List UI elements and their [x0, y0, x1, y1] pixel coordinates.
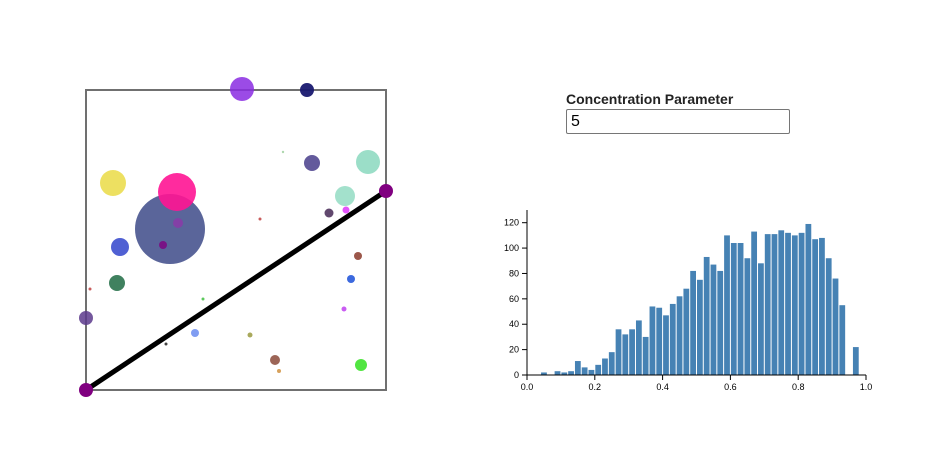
- x-tick-label: 0.6: [724, 382, 737, 392]
- histogram-bar: [635, 320, 642, 375]
- histogram-bar: [785, 232, 791, 375]
- bubble: [247, 332, 253, 338]
- histogram-bar: [554, 371, 561, 375]
- histogram-bar: [649, 306, 656, 375]
- histogram-bar: [832, 278, 839, 375]
- histogram-bar: [574, 361, 581, 375]
- bubble: [342, 206, 350, 214]
- histogram-bar: [819, 237, 825, 375]
- bubble: [100, 170, 126, 196]
- histogram-bar: [669, 303, 676, 375]
- histogram-bar: [568, 371, 574, 375]
- bubble: [258, 217, 262, 221]
- histogram-bar: [778, 230, 785, 375]
- x-tick-label: 0.8: [792, 382, 805, 392]
- y-tick-label: 60: [509, 294, 519, 304]
- histogram-bar: [690, 270, 696, 375]
- histogram-bar: [717, 270, 724, 375]
- histogram-bar: [581, 367, 588, 375]
- histogram-bar: [608, 352, 615, 375]
- y-axis: 0 20 40 60 80 100 120: [504, 210, 528, 380]
- y-tick-label: 100: [504, 243, 519, 253]
- bubble: [300, 83, 314, 97]
- histogram-bars: [541, 223, 859, 375]
- line-end-handle[interactable]: [379, 184, 393, 198]
- histogram-bar: [730, 243, 737, 375]
- simplex-frame: [85, 89, 387, 391]
- histogram-bar: [676, 296, 683, 375]
- histogram-bar: [825, 258, 832, 375]
- projection-line: [84, 188, 388, 393]
- y-tick-label: 20: [509, 345, 519, 355]
- bubble: [79, 311, 93, 325]
- simplex-scatter-plot: [79, 77, 393, 397]
- bubble: [135, 194, 205, 264]
- bubble: [164, 342, 168, 346]
- histogram-bar: [798, 232, 805, 375]
- histogram-bar: [615, 329, 622, 375]
- histogram-bar: [656, 307, 663, 375]
- histogram-bar: [602, 358, 608, 375]
- histogram-bar: [764, 234, 771, 375]
- histogram-bar: [703, 256, 710, 375]
- concentration-label: Concentration Parameter: [566, 91, 734, 107]
- histogram-bar: [588, 369, 595, 375]
- histogram-bar: [541, 372, 547, 375]
- line-start-handle[interactable]: [79, 383, 93, 397]
- bubble: [270, 355, 280, 365]
- histogram-bar: [839, 305, 846, 375]
- bubble: [341, 306, 347, 312]
- bubble: [109, 275, 125, 291]
- bubble: [201, 297, 205, 301]
- histogram-bar: [852, 347, 859, 375]
- bubble: [304, 155, 320, 171]
- concentration-input[interactable]: [566, 109, 790, 134]
- histogram-bar: [561, 372, 568, 375]
- bubble-group: [79, 77, 380, 373]
- bubble: [281, 150, 285, 154]
- bubble: [159, 241, 167, 249]
- histogram-bar: [683, 288, 690, 375]
- histogram-bar: [724, 235, 730, 375]
- bubble: [158, 173, 196, 211]
- histogram-bar: [663, 315, 669, 375]
- histogram-chart: 0.0 0.2 0.4 0.6 0.8 1.0 0 20 40 60 80 100 120: [504, 210, 873, 392]
- bubble: [88, 287, 92, 291]
- bubble: [277, 369, 281, 373]
- y-tick-label: 120: [504, 218, 519, 228]
- histogram-bar: [622, 334, 629, 375]
- histogram-bar: [737, 243, 744, 375]
- bubble: [355, 359, 367, 371]
- histogram-bar: [758, 263, 764, 375]
- histogram-bar: [771, 234, 778, 375]
- bubble: [230, 77, 254, 101]
- x-tick-label: 1.0: [860, 382, 873, 392]
- histogram-bar: [595, 364, 602, 375]
- concentration-panel: Concentration Parameter: [566, 90, 790, 134]
- bubble: [335, 186, 355, 206]
- bubble: [173, 218, 183, 228]
- histogram-bar: [710, 264, 717, 375]
- histogram-bar: [805, 223, 812, 375]
- y-tick-label: 40: [509, 319, 519, 329]
- y-tick-label: 0: [514, 370, 519, 380]
- histogram-bar: [812, 239, 819, 375]
- bubble: [356, 150, 380, 174]
- bubble: [354, 252, 362, 260]
- histogram-bar: [642, 336, 649, 375]
- histogram-bar: [744, 258, 751, 375]
- histogram-bar: [751, 231, 758, 375]
- x-axis: 0.0 0.2 0.4 0.6 0.8 1.0: [521, 374, 873, 392]
- histogram-bar: [791, 235, 798, 375]
- bubble: [191, 329, 199, 337]
- bubble: [347, 275, 355, 283]
- histogram-bar: [697, 279, 703, 375]
- bubble: [111, 238, 129, 256]
- x-tick-label: 0.4: [656, 382, 669, 392]
- y-tick-label: 80: [509, 268, 519, 278]
- x-tick-label: 0.2: [589, 382, 602, 392]
- bubble: [324, 208, 334, 218]
- histogram-bar: [629, 329, 635, 375]
- x-tick-label: 0.0: [521, 382, 534, 392]
